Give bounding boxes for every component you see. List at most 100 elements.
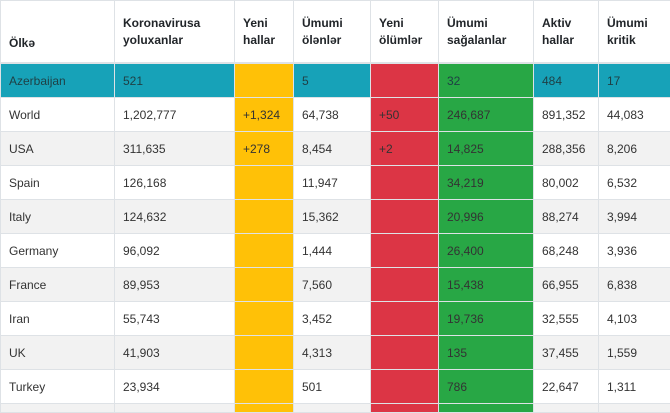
cell-total-cases: 124,632 [115,200,235,234]
cell-recovered: 14,825 [439,132,534,166]
header-active[interactable]: Aktiv hallar [534,1,599,64]
cell-new-cases [235,268,294,302]
cell-new-deaths: +2 [371,132,439,166]
cell-recovered: 246,687 [439,98,534,132]
cell-total-cases: 55,743 [115,302,235,336]
cell-new-deaths [371,268,439,302]
cell-active: 66,955 [534,268,599,302]
cell-recovered [439,404,534,413]
cell-recovered: 135 [439,336,534,370]
cell-new-deaths [371,200,439,234]
cell-country: Germany [1,234,115,268]
cell-total-deaths: 7,560 [294,268,371,302]
cell-total-deaths: 3,452 [294,302,371,336]
header-new-deaths[interactable]: Yeni ölümlər [371,1,439,64]
cell-total-deaths: 8,454 [294,132,371,166]
cell-total-cases: 311,635 [115,132,235,166]
cell-total-cases: 89,953 [115,268,235,302]
cell-total-deaths: 4,313 [294,336,371,370]
cell-critical: 6,838 [599,268,670,302]
header-total-deaths[interactable]: Ümumi ölənlər [294,1,371,64]
header-country[interactable]: Ölkə [1,1,115,64]
cell-critical: 6,532 [599,166,670,200]
cell-country: World [1,98,115,132]
cell-country: UK [1,336,115,370]
cell-new-cases [235,370,294,404]
cell-country: Azerbaijan [1,63,115,98]
cell-new-deaths [371,336,439,370]
cell-new-cases [235,63,294,98]
cell-new-cases: +278 [235,132,294,166]
cell-active: 37,455 [534,336,599,370]
cell-total-deaths: 1,444 [294,234,371,268]
cell-critical: 44,083 [599,98,670,132]
cell-active: 68,248 [534,234,599,268]
cell-country: USA [1,132,115,166]
cell-active: 484 [534,63,599,98]
cell-recovered: 19,736 [439,302,534,336]
cell-active: 22,647 [534,370,599,404]
cell-critical [599,404,670,413]
cell-country [1,404,115,413]
header-critical[interactable]: Ümumi kritik [599,1,670,64]
cell-new-deaths [371,63,439,98]
cell-total-cases [115,404,235,413]
cell-total-deaths [294,404,371,413]
cell-total-deaths: 5 [294,63,371,98]
cell-total-cases: 1,202,777 [115,98,235,132]
cell-new-cases [235,166,294,200]
cell-critical: 1,559 [599,336,670,370]
cell-active: 32,555 [534,302,599,336]
header-row: Ölkə Koronavirusa yoluxanlar Yeni hallar… [1,1,670,64]
cell-new-deaths [371,404,439,413]
cell-country: Spain [1,166,115,200]
cell-new-cases [235,234,294,268]
cell-new-deaths: +50 [371,98,439,132]
cell-active: 288,356 [534,132,599,166]
cell-active: 891,352 [534,98,599,132]
cell-total-cases: 126,168 [115,166,235,200]
table-row-partial [1,404,670,413]
cell-new-deaths [371,234,439,268]
cell-new-deaths [371,370,439,404]
cell-total-cases: 96,092 [115,234,235,268]
cell-total-deaths: 64,738 [294,98,371,132]
cell-critical: 1,311 [599,370,670,404]
cell-total-deaths: 11,947 [294,166,371,200]
cell-total-deaths: 15,362 [294,200,371,234]
cell-recovered: 20,996 [439,200,534,234]
cell-new-cases [235,404,294,413]
cell-recovered: 786 [439,370,534,404]
table-header: Ölkə Koronavirusa yoluxanlar Yeni hallar… [1,1,670,64]
header-total-cases[interactable]: Koronavirusa yoluxanlar [115,1,235,64]
cell-country: France [1,268,115,302]
cell-critical: 3,936 [599,234,670,268]
cell-critical: 3,994 [599,200,670,234]
cell-country: Italy [1,200,115,234]
cell-new-cases [235,336,294,370]
header-new-cases[interactable]: Yeni hallar [235,1,294,64]
header-recovered[interactable]: Ümumi sağalanlar [439,1,534,64]
cell-recovered: 32 [439,63,534,98]
cell-new-deaths [371,166,439,200]
cell-active: 88,274 [534,200,599,234]
cell-new-deaths [371,302,439,336]
cell-total-deaths: 501 [294,370,371,404]
cell-recovered: 15,438 [439,268,534,302]
cell-critical: 4,103 [599,302,670,336]
cell-recovered: 26,400 [439,234,534,268]
cell-new-cases [235,302,294,336]
cell-critical: 17 [599,63,670,98]
cell-country: Turkey [1,370,115,404]
cell-critical: 8,206 [599,132,670,166]
cell-total-cases: 23,934 [115,370,235,404]
